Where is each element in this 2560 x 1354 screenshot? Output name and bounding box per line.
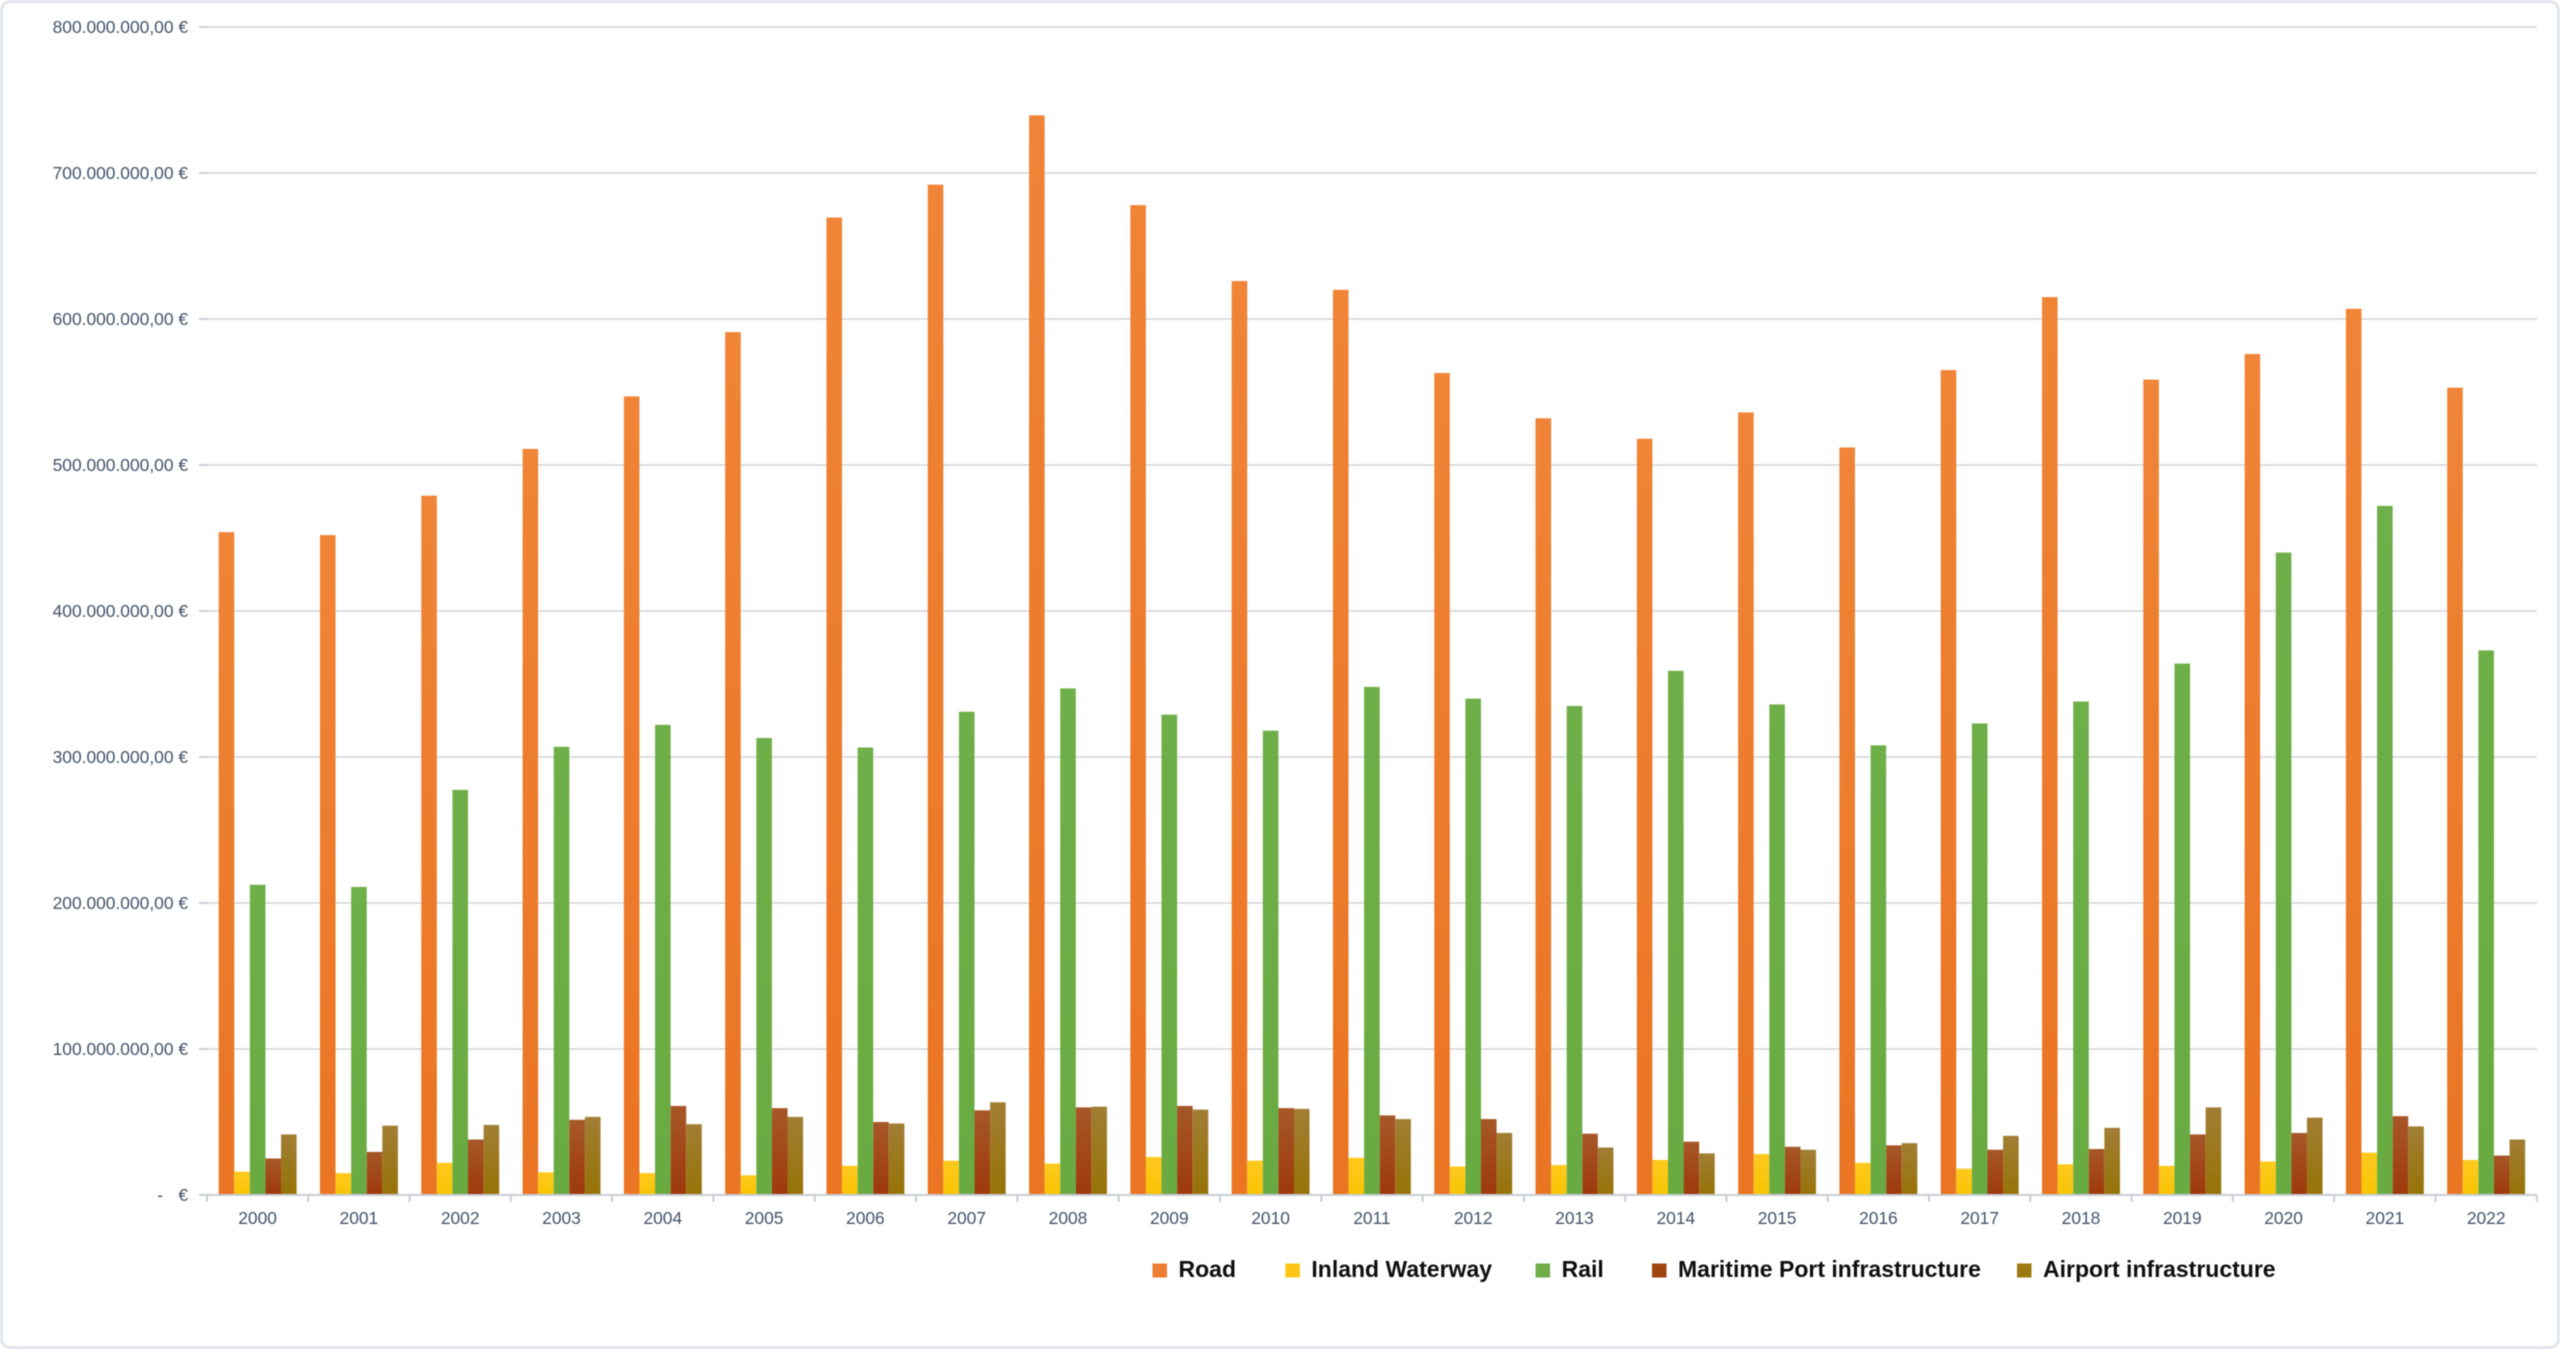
svg-text:2004: 2004 <box>643 1208 682 1228</box>
svg-text:2001: 2001 <box>340 1208 379 1228</box>
svg-text:Inland Waterway: Inland Waterway <box>1311 1256 1492 1282</box>
svg-text:2019: 2019 <box>2163 1208 2202 1228</box>
svg-text:500.000.000,00 €: 500.000.000,00 € <box>53 455 189 475</box>
svg-text:Road: Road <box>1179 1256 1237 1282</box>
svg-text:Rail: Rail <box>1562 1256 1604 1282</box>
svg-text:-: - <box>157 1185 163 1205</box>
svg-text:2005: 2005 <box>745 1208 784 1228</box>
svg-text:2017: 2017 <box>1960 1208 1999 1228</box>
svg-text:600.000.000,00 €: 600.000.000,00 € <box>53 309 189 329</box>
svg-text:2011: 2011 <box>1353 1208 1390 1228</box>
svg-text:€: € <box>178 1185 188 1205</box>
svg-text:200.000.000,00 €: 200.000.000,00 € <box>53 893 189 913</box>
svg-text:Airport infrastructure: Airport infrastructure <box>2043 1256 2276 1282</box>
svg-text:Maritime Port infrastructure: Maritime Port infrastructure <box>1678 1256 1981 1282</box>
svg-text:2009: 2009 <box>1150 1208 1189 1228</box>
svg-text:2013: 2013 <box>1555 1208 1594 1228</box>
svg-text:300.000.000,00 €: 300.000.000,00 € <box>53 747 189 767</box>
svg-text:2020: 2020 <box>2264 1208 2303 1228</box>
svg-text:2022: 2022 <box>2467 1208 2506 1228</box>
svg-text:2018: 2018 <box>2062 1208 2101 1228</box>
svg-text:400.000.000,00 €: 400.000.000,00 € <box>53 601 189 621</box>
svg-text:2014: 2014 <box>1656 1208 1695 1228</box>
svg-text:700.000.000,00 €: 700.000.000,00 € <box>53 163 189 183</box>
svg-text:2003: 2003 <box>542 1208 581 1228</box>
svg-text:800.000.000,00 €: 800.000.000,00 € <box>53 17 189 37</box>
svg-text:2015: 2015 <box>1758 1208 1797 1228</box>
svg-text:2002: 2002 <box>441 1208 480 1228</box>
svg-text:2000: 2000 <box>238 1208 277 1228</box>
svg-text:2008: 2008 <box>1049 1208 1088 1228</box>
svg-text:2007: 2007 <box>947 1208 986 1228</box>
svg-text:2010: 2010 <box>1251 1208 1290 1228</box>
svg-text:2021: 2021 <box>2366 1208 2405 1228</box>
svg-text:2006: 2006 <box>846 1208 885 1228</box>
svg-text:2012: 2012 <box>1454 1208 1493 1228</box>
svg-text:100.000.000,00 €: 100.000.000,00 € <box>53 1039 189 1059</box>
svg-text:2016: 2016 <box>1859 1208 1898 1228</box>
